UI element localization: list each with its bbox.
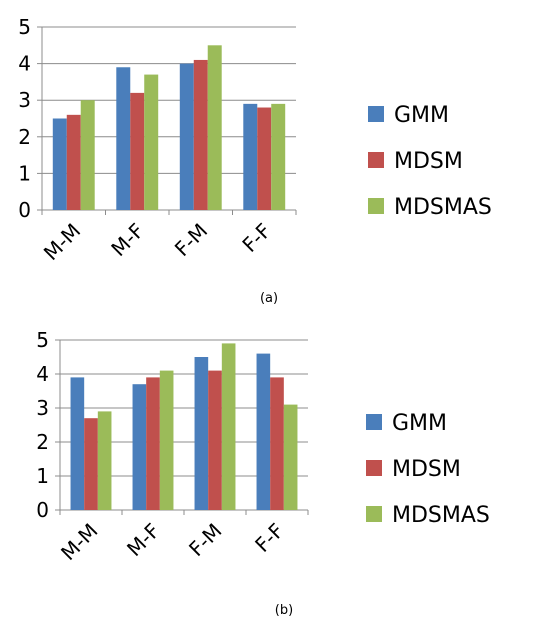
y-tick-label: 5 [18,15,31,39]
bar-mdsmas [221,343,236,510]
bar-gmm [179,63,194,210]
bar-mdsmas [271,103,286,210]
y-tick-label: 0 [18,198,31,222]
bar-gmm [194,357,209,510]
x-category-label: F-M [184,519,226,561]
bar-gmm [70,377,85,510]
panel-caption: (b) [275,603,293,618]
bar-mdsmas [144,74,159,210]
chart-b: 0 1 2 3 4 5 M-M M-F F-M F-F GMM MDSM MDSMAS (b) [36,328,490,618]
legend-swatch-gmm [366,414,382,430]
y-tick-label: 4 [18,52,31,76]
chart-a: 0 1 2 3 4 5 M-M M-F F-M F-F GMM MDSM MDSMAS (a) [18,15,492,306]
bar-gmm [132,384,147,510]
y-tick-label: 1 [36,464,49,488]
bar-gmm [116,67,131,210]
bar-mdsm [270,377,284,510]
legend-label-gmm: GMM [392,411,447,436]
x-category-label: M-F [106,219,148,261]
y-tick-label: 2 [36,430,49,454]
bar-mdsm [257,107,272,210]
y-tick-label: 3 [18,88,31,112]
legend-label-gmm: GMM [394,103,449,128]
legend-label-mdsm: MDSM [394,149,463,174]
panel-caption: (a) [260,291,278,306]
bar-mdsmas [207,45,222,210]
x-category-label: M-M [39,219,85,265]
bar-mdsmas [283,404,298,510]
y-tick-label: 3 [36,396,49,420]
y-tick-label: 4 [36,362,49,386]
legend-swatch-mdsm [366,460,382,476]
bar-mdsmas [80,100,95,210]
x-category-label: F-M [170,219,212,261]
x-category-label: M-M [56,519,102,565]
bar-gmm [256,353,271,510]
y-tick-label: 5 [36,328,49,352]
y-tick-label: 1 [18,161,31,185]
legend-swatch-mdsm [368,152,384,168]
x-category-label: F-F [237,219,275,257]
bar-mdsm [146,377,160,510]
y-tick-label: 0 [36,498,49,522]
bar-mdsm [84,418,98,510]
bar-mdsmas [159,370,174,510]
legend-swatch-gmm [368,106,384,122]
bar-mdsm [130,92,145,210]
x-category-label: F-F [250,519,288,557]
bar-gmm [243,103,258,210]
bar-mdsm [193,59,208,210]
legend-label-mdsm: MDSM [392,457,461,482]
bar-mdsm [66,114,81,210]
bar-mdsmas [97,411,112,510]
legend-swatch-mdsmas [368,198,384,214]
x-category-label: M-F [122,519,164,561]
bar-gmm [52,118,67,210]
y-tick-label: 2 [18,125,31,149]
legend-label-mdsmas: MDSMAS [392,503,490,528]
legend-label-mdsmas: MDSMAS [394,195,492,220]
legend-swatch-mdsmas [366,506,382,522]
bar-mdsm [208,370,222,510]
